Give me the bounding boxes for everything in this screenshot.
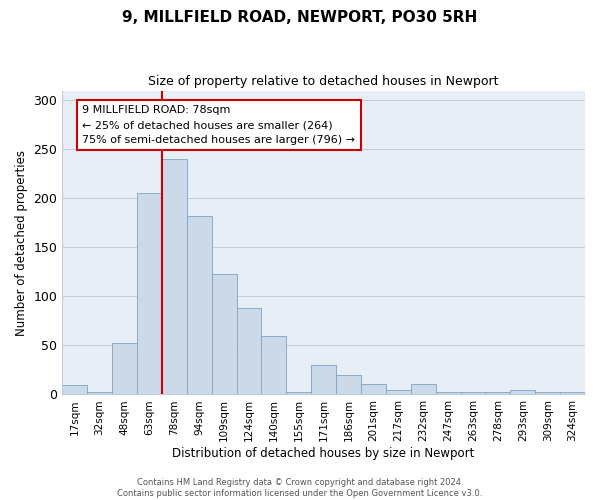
Bar bbox=[411, 384, 436, 394]
Bar bbox=[212, 274, 236, 394]
Bar bbox=[436, 392, 461, 394]
Bar bbox=[535, 392, 560, 394]
Text: Contains HM Land Registry data © Crown copyright and database right 2024.
Contai: Contains HM Land Registry data © Crown c… bbox=[118, 478, 482, 498]
X-axis label: Distribution of detached houses by size in Newport: Distribution of detached houses by size … bbox=[172, 447, 475, 460]
Text: 9, MILLFIELD ROAD, NEWPORT, PO30 5RH: 9, MILLFIELD ROAD, NEWPORT, PO30 5RH bbox=[122, 10, 478, 25]
Title: Size of property relative to detached houses in Newport: Size of property relative to detached ho… bbox=[148, 75, 499, 88]
Bar bbox=[361, 384, 386, 394]
Bar bbox=[62, 384, 87, 394]
Bar bbox=[560, 392, 585, 394]
Text: 9 MILLFIELD ROAD: 78sqm
← 25% of detached houses are smaller (264)
75% of semi-d: 9 MILLFIELD ROAD: 78sqm ← 25% of detache… bbox=[82, 106, 355, 145]
Bar bbox=[311, 365, 336, 394]
Bar bbox=[461, 392, 485, 394]
Bar bbox=[87, 392, 112, 394]
Bar bbox=[286, 392, 311, 394]
Bar bbox=[236, 308, 262, 394]
Bar bbox=[137, 192, 162, 394]
Y-axis label: Number of detached properties: Number of detached properties bbox=[15, 150, 28, 336]
Bar bbox=[511, 390, 535, 394]
Bar bbox=[162, 159, 187, 394]
Bar bbox=[112, 344, 137, 394]
Bar bbox=[336, 375, 361, 394]
Bar bbox=[262, 336, 286, 394]
Bar bbox=[485, 392, 511, 394]
Bar bbox=[187, 216, 212, 394]
Bar bbox=[386, 390, 411, 394]
